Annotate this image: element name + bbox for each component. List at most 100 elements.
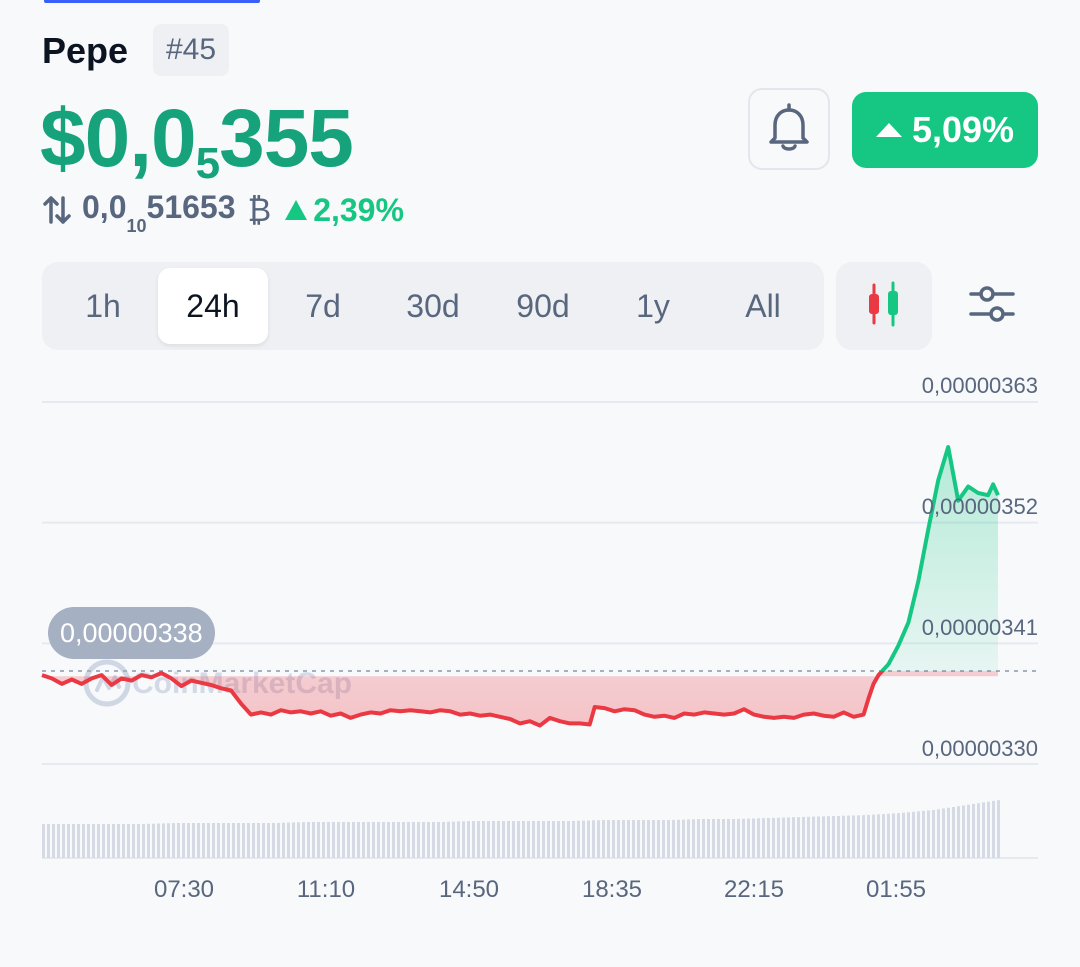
volume-bars <box>42 800 1000 858</box>
volume-bar <box>952 807 955 858</box>
volume-bar <box>262 823 265 858</box>
volume-bar <box>352 822 355 858</box>
volume-bar <box>287 822 290 858</box>
volume-bar <box>947 807 950 858</box>
volume-bar <box>362 822 365 858</box>
volume-bar <box>627 820 630 858</box>
volume-bar <box>472 821 475 858</box>
volume-bar <box>487 821 490 858</box>
volume-bar <box>912 811 915 858</box>
volume-bar <box>842 815 845 858</box>
volume-bar <box>397 822 400 858</box>
volume-bar <box>372 822 375 858</box>
tab-7d[interactable]: 7d <box>305 288 341 324</box>
x-axis-label: 07:30 <box>153 876 215 903</box>
volume-bar <box>582 820 585 858</box>
volume-bar <box>997 800 1000 858</box>
volume-bar <box>922 810 925 858</box>
volume-bar <box>752 818 755 858</box>
volume-bar <box>967 804 970 858</box>
y-axis-label: 0,00000363 <box>921 373 1038 398</box>
volume-bar <box>412 822 415 858</box>
tab-30d[interactable]: 30d <box>406 288 460 324</box>
volume-bar <box>732 819 735 858</box>
price-alert-button[interactable] <box>748 88 830 170</box>
volume-bar <box>387 822 390 858</box>
volume-bar <box>482 821 485 858</box>
candlestick-toggle-button[interactable] <box>836 262 932 350</box>
volume-bar <box>867 814 870 858</box>
volume-bar <box>152 823 155 858</box>
volume-bar <box>822 816 825 858</box>
volume-bar <box>377 822 380 858</box>
volume-bar <box>122 824 125 858</box>
volume-bar <box>622 820 625 858</box>
volume-bar <box>237 823 240 858</box>
volume-bar <box>772 817 775 858</box>
time-range-tabs: 1h 24h 7d 30d 90d 1y All <box>42 262 824 350</box>
price-change-badge: 5,09% <box>852 92 1038 168</box>
volume-bar <box>477 821 480 858</box>
volume-bar <box>657 820 660 858</box>
volume-bar <box>807 816 810 858</box>
volume-bar <box>112 824 115 858</box>
chart-settings-button[interactable] <box>952 266 1032 346</box>
volume-bar <box>332 822 335 858</box>
btc-change: 2,39% <box>285 192 404 229</box>
volume-bar <box>727 819 730 858</box>
volume-bar <box>62 824 65 858</box>
volume-bar <box>587 820 590 858</box>
tab-90d[interactable]: 90d <box>516 288 570 324</box>
volume-bar <box>897 813 900 858</box>
volume-bar <box>457 821 460 858</box>
volume-bar <box>762 818 765 858</box>
tab-1h[interactable]: 1h <box>85 288 121 324</box>
volume-bar <box>737 818 740 858</box>
volume-bar <box>337 822 340 858</box>
volume-bar <box>317 822 320 858</box>
volume-bar <box>97 824 100 858</box>
volume-bar <box>722 819 725 858</box>
volume-bar <box>142 824 145 858</box>
caret-up-icon <box>875 123 902 137</box>
volume-bar <box>942 808 945 858</box>
btc-symbol: ₿ <box>247 191 272 228</box>
volume-bar <box>272 823 275 858</box>
volume-bar <box>497 821 500 858</box>
volume-bar <box>217 823 220 858</box>
price-chart[interactable]: CoinMarketCap <box>0 360 1080 880</box>
volume-bar <box>132 824 135 858</box>
coin-name: Pepe <box>42 30 129 71</box>
volume-bar <box>827 816 830 858</box>
volume-bar <box>917 811 920 858</box>
tab-24h[interactable]: 24h <box>158 268 268 344</box>
volume-bar <box>667 820 670 858</box>
volume-bar <box>962 805 965 858</box>
x-axis-label: 11:10 <box>296 876 356 903</box>
volume-bar <box>87 824 90 858</box>
volume-bar <box>347 822 350 858</box>
coin-price: $0,05355 <box>40 93 354 188</box>
swap-arrows-icon[interactable] <box>42 195 72 225</box>
tab-1y[interactable]: 1y <box>636 288 670 324</box>
volume-bar <box>502 821 505 858</box>
volume-bar <box>987 801 990 858</box>
volume-bar <box>712 819 715 858</box>
volume-bar <box>42 824 45 858</box>
volume-bar <box>647 820 650 858</box>
volume-bar <box>832 816 835 858</box>
top-accent-bar <box>44 0 260 3</box>
volume-bar <box>697 819 700 858</box>
volume-bar <box>692 819 695 858</box>
volume-bar <box>847 815 850 858</box>
volume-bar <box>202 823 205 858</box>
volume-bar <box>92 824 95 858</box>
volume-bar <box>757 818 760 858</box>
volume-bar <box>972 803 975 858</box>
volume-bar <box>312 822 315 858</box>
tab-all[interactable]: All <box>745 288 781 324</box>
volume-bar <box>687 819 690 858</box>
volume-bar <box>127 824 130 858</box>
volume-bar <box>837 815 840 858</box>
volume-bar <box>787 817 790 858</box>
